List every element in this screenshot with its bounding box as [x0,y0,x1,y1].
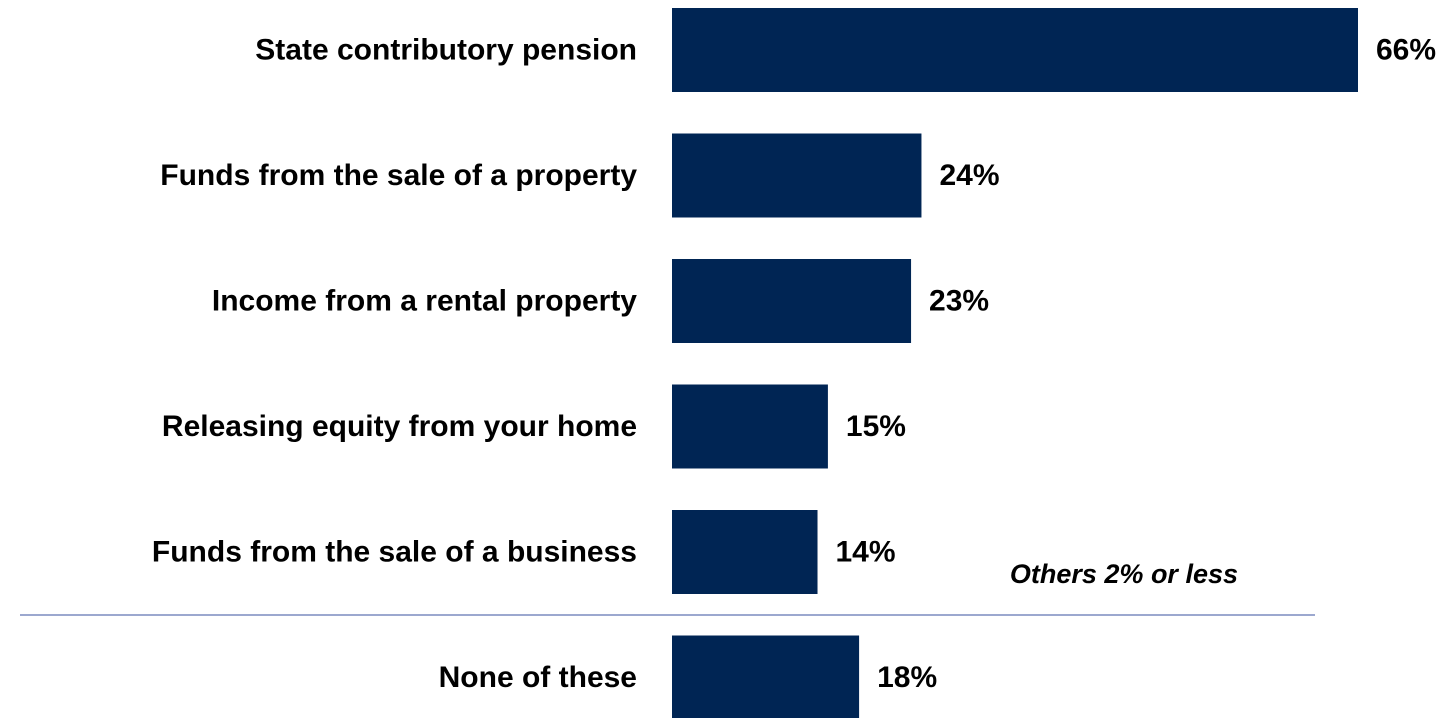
value-label-funds-from-the-sale-of-a-property: 24% [939,159,999,192]
category-label-funds-from-the-sale-of-a-property: Funds from the sale of a property [160,159,637,192]
category-label-releasing-equity-from-your-home: Releasing equity from your home [162,410,637,443]
bar-none-of-these [672,635,860,718]
value-label-releasing-equity-from-your-home: 15% [846,410,906,443]
bar-income-from-a-rental-property [672,259,912,343]
category-label-funds-from-the-sale-of-a-business: Funds from the sale of a business [152,536,637,569]
value-label-none-of-these: 18% [877,661,937,694]
bar-funds-from-the-sale-of-a-property [672,133,922,218]
bar-releasing-equity-from-your-home [672,384,828,469]
value-label-income-from-a-rental-property: 23% [929,285,989,318]
labels-group: State contributory pension 66% Funds from … [152,34,1436,695]
annotation-others: Others 2% or less [1010,559,1238,589]
value-label-state-contributory-pension: 66% [1376,34,1436,67]
value-label-funds-from-the-sale-of-a-business: 14% [836,536,896,569]
category-label-income-from-a-rental-property: Income from a rental property [212,285,637,318]
category-label-none-of-these: None of these [439,661,637,694]
bar-funds-from-the-sale-of-a-business [672,510,818,594]
bar-state-contributory-pension [672,8,1358,92]
category-label-state-contributory-pension: State contributory pension [255,34,637,67]
bars-group [672,8,1358,718]
